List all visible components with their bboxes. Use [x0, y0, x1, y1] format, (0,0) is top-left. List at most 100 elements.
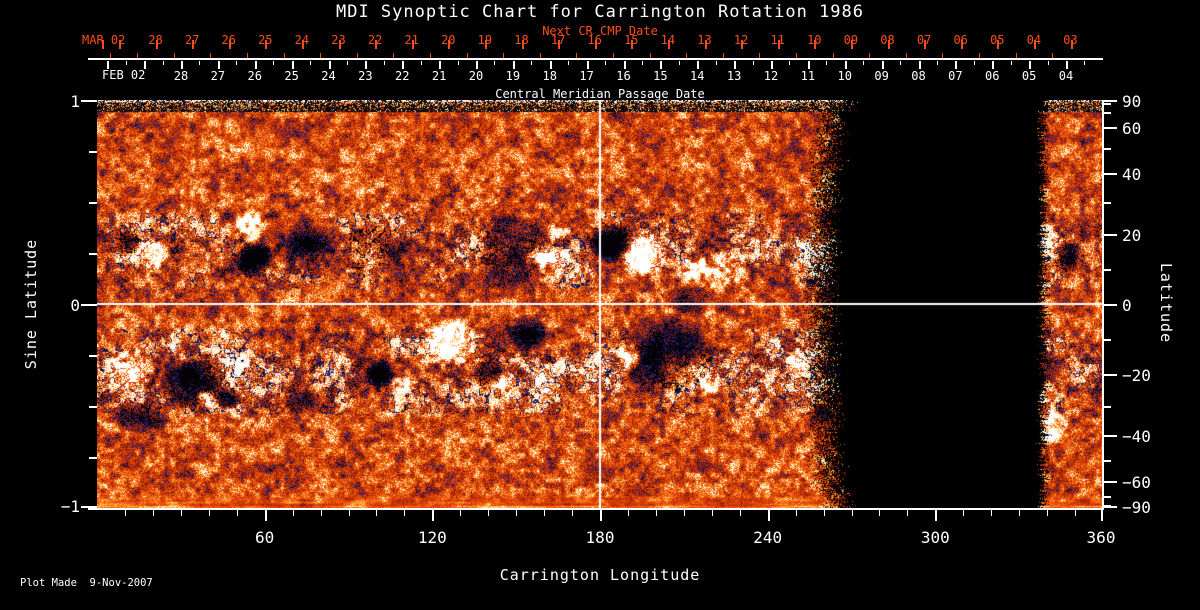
axis-tick — [907, 510, 909, 516]
axis-tick — [264, 510, 267, 521]
plot-made-footer: Plot Made 9-Nov-2007 — [20, 577, 153, 589]
axis-tick — [124, 510, 126, 516]
axis-tick — [605, 61, 607, 65]
axis-tick — [823, 510, 825, 516]
axis-tick — [460, 510, 462, 516]
axis-tick — [936, 61, 938, 65]
next-cr-day-label: 12 — [733, 33, 749, 47]
axis-tick — [247, 53, 248, 58]
cmp-axis-title: Central Meridian Passage Date — [495, 87, 705, 101]
axis-tick — [1019, 510, 1021, 516]
axis-tick — [722, 53, 724, 58]
latitude-tick-label: 20 — [1122, 226, 1142, 246]
axis-tick — [89, 457, 97, 459]
axis-tick — [1052, 53, 1054, 58]
axis-tick — [544, 510, 546, 516]
axis-tick — [1029, 61, 1032, 69]
axis-tick — [600, 510, 602, 521]
axis-tick — [1104, 506, 1117, 508]
axis-tick — [89, 406, 97, 408]
right-axis-line — [1102, 100, 1104, 510]
axis-tick — [181, 61, 183, 69]
axis-tick — [466, 53, 468, 58]
cmp-day-label: 09 — [874, 69, 889, 83]
axis-tick — [1104, 112, 1111, 115]
axis-tick — [152, 510, 154, 516]
axis-tick — [402, 61, 405, 69]
axis-tick — [89, 151, 97, 153]
cmp-day-label: 13 — [726, 69, 742, 83]
axis-tick — [457, 61, 459, 65]
axis-tick — [208, 510, 210, 516]
axis-tick — [107, 61, 110, 69]
axis-tick — [935, 510, 938, 521]
axis-tick — [476, 61, 478, 69]
axis-tick — [328, 61, 331, 69]
axis-tick — [137, 53, 139, 58]
axis-tick — [1104, 406, 1111, 408]
axis-tick — [711, 510, 713, 516]
axis-tick — [516, 510, 518, 516]
axis-tick — [89, 202, 97, 204]
next-cr-day-label: 16 — [587, 33, 602, 47]
axis-tick — [292, 510, 294, 516]
longitude-tick-label: 360 — [1086, 528, 1116, 547]
axis-tick — [704, 40, 707, 49]
axis-tick — [627, 510, 629, 516]
axis-tick — [1066, 61, 1068, 69]
axis-tick — [942, 53, 944, 58]
axis-tick — [1104, 480, 1117, 483]
axis-tick — [1084, 61, 1086, 65]
axis-tick — [683, 510, 685, 516]
latitude-tick-label: −90 — [1122, 498, 1151, 517]
longitude-tick-label: 180 — [585, 528, 615, 547]
axis-tick — [1104, 460, 1111, 463]
axis-tick — [320, 53, 322, 58]
axis-tick — [686, 53, 688, 58]
axis-tick — [955, 61, 958, 69]
axis-tick — [963, 510, 965, 516]
next-cr-day-label: 03 — [1063, 33, 1078, 47]
axis-tick — [81, 304, 97, 306]
next-cr-month-label: MAR 02 — [82, 33, 125, 47]
axis-tick — [572, 510, 574, 516]
latitude-tick-label: 90 — [1122, 92, 1142, 111]
axis-tick — [365, 61, 368, 69]
axis-tick — [641, 61, 643, 65]
axis-tick — [228, 40, 231, 49]
cmp-day-label: 04 — [1058, 69, 1074, 83]
axis-tick — [1047, 61, 1049, 65]
axis-tick — [549, 61, 552, 69]
axis-tick — [273, 61, 275, 65]
cmp-day-label: 27 — [210, 69, 226, 83]
axis-tick — [356, 53, 358, 58]
axis-tick — [887, 40, 890, 49]
axis-tick — [796, 53, 797, 58]
axis-tick — [236, 510, 238, 516]
next-cr-day-label: 20 — [441, 33, 456, 47]
cmp-day-label: 16 — [616, 69, 631, 83]
axis-tick — [1047, 510, 1049, 516]
axis-tick — [992, 61, 995, 69]
bottom-axis-line — [88, 508, 1103, 510]
next-cr-day-label: 07 — [916, 33, 932, 47]
axis-tick — [1015, 53, 1017, 58]
cmp-day-label: 23 — [358, 69, 373, 83]
cmp-day-label: 08 — [911, 69, 926, 83]
axis-tick — [851, 510, 853, 516]
axis-tick — [594, 40, 597, 49]
next-cr-day-label: 28 — [148, 33, 163, 47]
axis-tick — [338, 40, 341, 49]
next-cr-day-label: 11 — [770, 33, 785, 47]
axis-tick — [631, 40, 634, 49]
axis-tick — [1104, 268, 1111, 271]
axis-tick — [236, 61, 238, 65]
cmp-month-label: FEB 02 — [102, 68, 146, 82]
axis-tick — [180, 510, 182, 516]
next-cr-day-label: 14 — [660, 33, 676, 47]
axis-tick — [539, 53, 541, 58]
axis-tick — [777, 40, 780, 49]
axis-tick — [741, 40, 744, 49]
axis-tick — [1070, 40, 1073, 49]
next-cr-day-label: 26 — [221, 33, 236, 47]
